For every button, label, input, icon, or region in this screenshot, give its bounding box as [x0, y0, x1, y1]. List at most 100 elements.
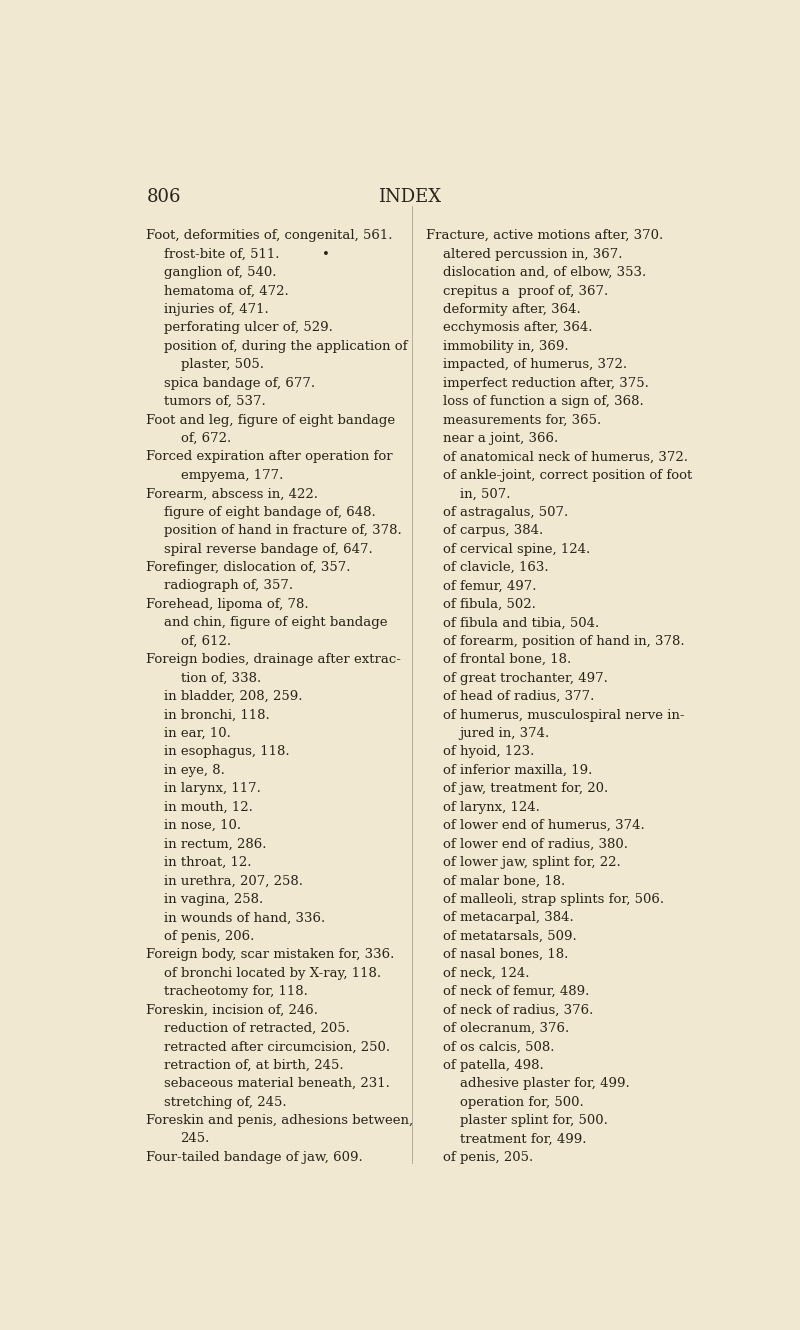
Text: of metacarpal, 384.: of metacarpal, 384. [443, 911, 574, 924]
Text: of forearm, position of hand in, 378.: of forearm, position of hand in, 378. [443, 634, 685, 648]
Text: Fracture, active motions after, 370.: Fracture, active motions after, 370. [426, 229, 662, 242]
Text: of head of radius, 377.: of head of radius, 377. [443, 690, 594, 704]
Text: of patella, 498.: of patella, 498. [443, 1059, 544, 1072]
Text: Foreign bodies, drainage after extrac-: Foreign bodies, drainage after extrac- [146, 653, 402, 666]
Text: treatment for, 499.: treatment for, 499. [459, 1133, 586, 1145]
Text: crepitus a  proof of, 367.: crepitus a proof of, 367. [443, 285, 608, 298]
Text: of fibula, 502.: of fibula, 502. [443, 598, 536, 610]
Text: of os calcis, 508.: of os calcis, 508. [443, 1040, 554, 1053]
Text: tion of, 338.: tion of, 338. [181, 672, 261, 685]
Text: tracheotomy for, 118.: tracheotomy for, 118. [164, 986, 308, 998]
Text: of jaw, treatment for, 20.: of jaw, treatment for, 20. [443, 782, 608, 795]
Text: in vagina, 258.: in vagina, 258. [164, 892, 263, 906]
Text: plaster, 505.: plaster, 505. [181, 358, 264, 371]
Text: Foreskin and penis, adhesions between,: Foreskin and penis, adhesions between, [146, 1115, 414, 1127]
Text: Forefinger, dislocation of, 357.: Forefinger, dislocation of, 357. [146, 561, 351, 575]
Text: of bronchi located by X-ray, 118.: of bronchi located by X-ray, 118. [164, 967, 381, 980]
Text: in rectum, 286.: in rectum, 286. [164, 838, 266, 851]
Text: deformity after, 364.: deformity after, 364. [443, 303, 581, 317]
Text: of carpus, 384.: of carpus, 384. [443, 524, 543, 537]
Text: of fibula and tibia, 504.: of fibula and tibia, 504. [443, 616, 599, 629]
Text: immobility in, 369.: immobility in, 369. [443, 340, 569, 352]
Text: in bladder, 208, 259.: in bladder, 208, 259. [164, 690, 302, 704]
Text: spica bandage of, 677.: spica bandage of, 677. [164, 376, 315, 390]
Text: of ankle-joint, correct position of foot: of ankle-joint, correct position of foot [443, 469, 692, 481]
Text: jured in, 374.: jured in, 374. [459, 728, 550, 739]
Text: measurements for, 365.: measurements for, 365. [443, 414, 601, 427]
Text: dislocation and, of elbow, 353.: dislocation and, of elbow, 353. [443, 266, 646, 279]
Text: in larynx, 117.: in larynx, 117. [164, 782, 261, 795]
Text: of nasal bones, 18.: of nasal bones, 18. [443, 948, 568, 962]
Text: of inferior maxilla, 19.: of inferior maxilla, 19. [443, 763, 592, 777]
Text: and chin, figure of eight bandage: and chin, figure of eight bandage [164, 616, 387, 629]
Text: in wounds of hand, 336.: in wounds of hand, 336. [164, 911, 325, 924]
Text: frost-bite of, 511.          •: frost-bite of, 511. • [164, 247, 330, 261]
Text: stretching of, 245.: stretching of, 245. [164, 1096, 286, 1109]
Text: spiral reverse bandage of, 647.: spiral reverse bandage of, 647. [164, 543, 373, 556]
Text: of lower end of humerus, 374.: of lower end of humerus, 374. [443, 819, 645, 833]
Text: perforating ulcer of, 529.: perforating ulcer of, 529. [164, 322, 333, 334]
Text: loss of function a sign of, 368.: loss of function a sign of, 368. [443, 395, 644, 408]
Text: of metatarsals, 509.: of metatarsals, 509. [443, 930, 577, 943]
Text: of lower end of radius, 380.: of lower end of radius, 380. [443, 838, 628, 851]
Text: in bronchi, 118.: in bronchi, 118. [164, 709, 270, 721]
Text: sebaceous material beneath, 231.: sebaceous material beneath, 231. [164, 1077, 390, 1091]
Text: retracted after circumcision, 250.: retracted after circumcision, 250. [164, 1040, 390, 1053]
Text: of olecranum, 376.: of olecranum, 376. [443, 1021, 569, 1035]
Text: of frontal bone, 18.: of frontal bone, 18. [443, 653, 571, 666]
Text: ganglion of, 540.: ganglion of, 540. [164, 266, 276, 279]
Text: Foreskin, incision of, 246.: Foreskin, incision of, 246. [146, 1003, 318, 1016]
Text: hematoma of, 472.: hematoma of, 472. [164, 285, 289, 298]
Text: of great trochanter, 497.: of great trochanter, 497. [443, 672, 608, 685]
Text: empyema, 177.: empyema, 177. [181, 469, 283, 481]
Text: Foreign body, scar mistaken for, 336.: Foreign body, scar mistaken for, 336. [146, 948, 395, 962]
Text: of malar bone, 18.: of malar bone, 18. [443, 874, 565, 887]
Text: 245.: 245. [181, 1133, 210, 1145]
Text: position of, during the application of: position of, during the application of [164, 340, 407, 352]
Text: of penis, 206.: of penis, 206. [164, 930, 254, 943]
Text: of penis, 205.: of penis, 205. [443, 1150, 533, 1164]
Text: of neck of radius, 376.: of neck of radius, 376. [443, 1003, 594, 1016]
Text: INDEX: INDEX [378, 189, 442, 206]
Text: tumors of, 537.: tumors of, 537. [164, 395, 266, 408]
Text: of astragalus, 507.: of astragalus, 507. [443, 505, 568, 519]
Text: in ear, 10.: in ear, 10. [164, 728, 230, 739]
Text: of anatomical neck of humerus, 372.: of anatomical neck of humerus, 372. [443, 451, 688, 463]
Text: in urethra, 207, 258.: in urethra, 207, 258. [164, 874, 303, 887]
Text: in nose, 10.: in nose, 10. [164, 819, 241, 833]
Text: of humerus, musculospiral nerve in-: of humerus, musculospiral nerve in- [443, 709, 684, 721]
Text: ecchymosis after, 364.: ecchymosis after, 364. [443, 322, 592, 334]
Text: retraction of, at birth, 245.: retraction of, at birth, 245. [164, 1059, 343, 1072]
Text: of malleoli, strap splints for, 506.: of malleoli, strap splints for, 506. [443, 892, 664, 906]
Text: of neck, 124.: of neck, 124. [443, 967, 530, 980]
Text: of cervical spine, 124.: of cervical spine, 124. [443, 543, 590, 556]
Text: of lower jaw, splint for, 22.: of lower jaw, splint for, 22. [443, 857, 621, 868]
Text: impacted, of humerus, 372.: impacted, of humerus, 372. [443, 358, 627, 371]
Text: operation for, 500.: operation for, 500. [459, 1096, 583, 1109]
Text: in, 507.: in, 507. [459, 487, 510, 500]
Text: injuries of, 471.: injuries of, 471. [164, 303, 269, 317]
Text: in esophagus, 118.: in esophagus, 118. [164, 745, 290, 758]
Text: of, 672.: of, 672. [181, 432, 231, 446]
Text: of larynx, 124.: of larynx, 124. [443, 801, 540, 814]
Text: in mouth, 12.: in mouth, 12. [164, 801, 253, 814]
Text: of, 612.: of, 612. [181, 634, 230, 648]
Text: figure of eight bandage of, 648.: figure of eight bandage of, 648. [164, 505, 376, 519]
Text: near a joint, 366.: near a joint, 366. [443, 432, 558, 446]
Text: reduction of retracted, 205.: reduction of retracted, 205. [164, 1021, 350, 1035]
Text: Forehead, lipoma of, 78.: Forehead, lipoma of, 78. [146, 598, 309, 610]
Text: of femur, 497.: of femur, 497. [443, 580, 536, 592]
Text: radiograph of, 357.: radiograph of, 357. [164, 580, 293, 592]
Text: in throat, 12.: in throat, 12. [164, 857, 251, 868]
Text: 806: 806 [146, 189, 181, 206]
Text: Foot, deformities of, congenital, 561.: Foot, deformities of, congenital, 561. [146, 229, 393, 242]
Text: adhesive plaster for, 499.: adhesive plaster for, 499. [459, 1077, 630, 1091]
Text: imperfect reduction after, 375.: imperfect reduction after, 375. [443, 376, 649, 390]
Text: Foot and leg, figure of eight bandage: Foot and leg, figure of eight bandage [146, 414, 396, 427]
Text: of hyoid, 123.: of hyoid, 123. [443, 745, 534, 758]
Text: of clavicle, 163.: of clavicle, 163. [443, 561, 549, 575]
Text: Four-tailed bandage of jaw, 609.: Four-tailed bandage of jaw, 609. [146, 1150, 363, 1164]
Text: of neck of femur, 489.: of neck of femur, 489. [443, 986, 590, 998]
Text: Forearm, abscess in, 422.: Forearm, abscess in, 422. [146, 487, 318, 500]
Text: altered percussion in, 367.: altered percussion in, 367. [443, 247, 622, 261]
